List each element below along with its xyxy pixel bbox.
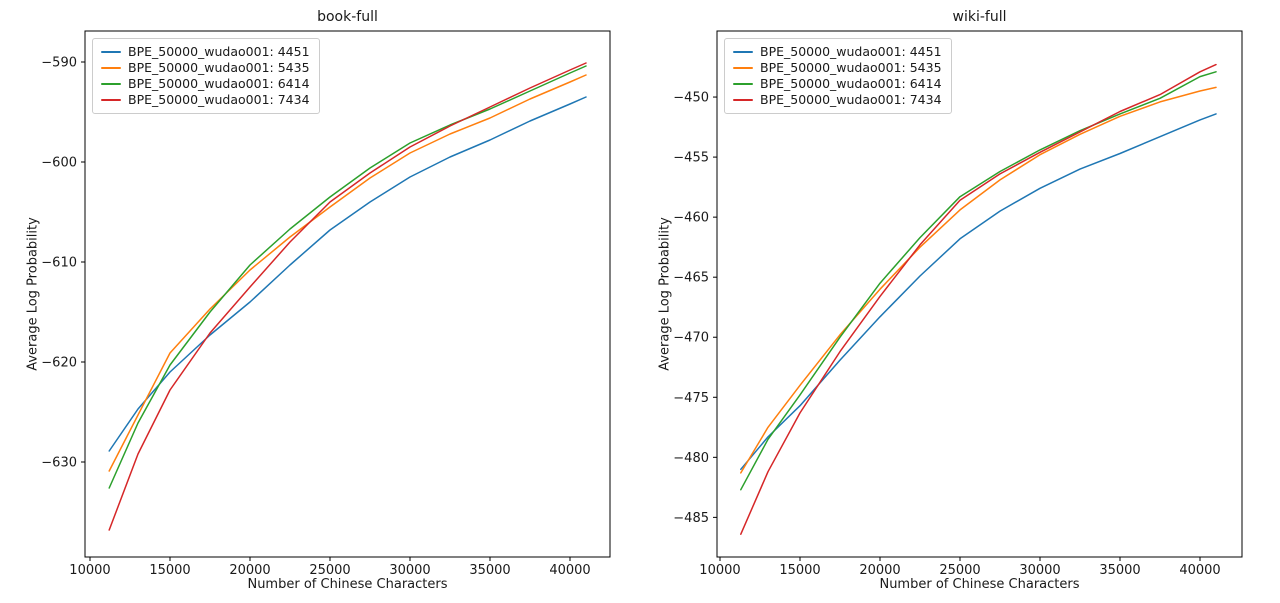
svg-text:−475: −475 [673,391,709,406]
legend-line-swatch [733,67,753,69]
legend-label: BPE_50000_wudao001: 7434 [128,92,310,107]
svg-text:25000: 25000 [309,563,350,578]
svg-text:−460: −460 [673,211,709,226]
svg-text:30000: 30000 [389,563,430,578]
svg-text:−600: −600 [41,156,77,171]
svg-text:−455: −455 [673,151,709,166]
svg-text:40000: 40000 [1179,563,1220,578]
legend-item: BPE_50000_wudao001: 6414 [733,76,942,92]
svg-text:30000: 30000 [1019,563,1060,578]
svg-text:−450: −450 [673,91,709,106]
legend-line-swatch [733,99,753,101]
legend-item: BPE_50000_wudao001: 7434 [101,92,310,108]
legend-label: BPE_50000_wudao001: 7434 [760,92,942,107]
legend-line-swatch [733,51,753,53]
svg-text:40000: 40000 [549,563,590,578]
legend-label: BPE_50000_wudao001: 4451 [128,44,310,59]
svg-text:10000: 10000 [699,563,740,578]
svg-text:−630: −630 [41,456,77,471]
x-axis-label-book-full: Number of Chinese Characters [247,577,448,592]
legend-item: BPE_50000_wudao001: 4451 [733,44,942,60]
legend-line-swatch [101,51,121,53]
chart-title-wiki-full: wiki-full [952,9,1007,25]
svg-text:−470: −470 [673,331,709,346]
svg-text:15000: 15000 [779,563,820,578]
legend-line-swatch [733,83,753,85]
legend-label: BPE_50000_wudao001: 5435 [760,60,942,75]
legend-line-swatch [101,67,121,69]
legend-label: BPE_50000_wudao001: 5435 [128,60,310,75]
chart-title-book-full: book-full [317,9,378,25]
svg-text:−465: −465 [673,271,709,286]
svg-text:−610: −610 [41,256,77,271]
legend-label: BPE_50000_wudao001: 4451 [760,44,942,59]
svg-text:10000: 10000 [69,563,110,578]
y-axis-label-wiki-full: Average Log Probability [657,217,673,371]
svg-text:15000: 15000 [149,563,190,578]
svg-text:−590: −590 [41,56,77,71]
svg-text:35000: 35000 [1099,563,1140,578]
svg-text:−620: −620 [41,356,77,371]
legend-line-swatch [101,99,121,101]
svg-text:25000: 25000 [939,563,980,578]
legend-wiki-full: BPE_50000_wudao001: 4451 BPE_50000_wudao… [724,38,952,114]
legend-item: BPE_50000_wudao001: 6414 [101,76,310,92]
svg-text:−485: −485 [673,511,709,526]
legend-item: BPE_50000_wudao001: 7434 [733,92,942,108]
svg-text:20000: 20000 [859,563,900,578]
svg-text:20000: 20000 [229,563,270,578]
legend-book-full: BPE_50000_wudao001: 4451 BPE_50000_wudao… [92,38,320,114]
legend-item: BPE_50000_wudao001: 5435 [101,60,310,76]
svg-text:−480: −480 [673,451,709,466]
legend-item: BPE_50000_wudao001: 5435 [733,60,942,76]
legend-label: BPE_50000_wudao001: 6414 [760,76,942,91]
legend-line-swatch [101,83,121,85]
x-axis-label-wiki-full: Number of Chinese Characters [879,577,1080,592]
legend-label: BPE_50000_wudao001: 6414 [128,76,310,91]
svg-text:35000: 35000 [469,563,510,578]
legend-item: BPE_50000_wudao001: 4451 [101,44,310,60]
y-axis-label-book-full: Average Log Probability [25,217,41,371]
